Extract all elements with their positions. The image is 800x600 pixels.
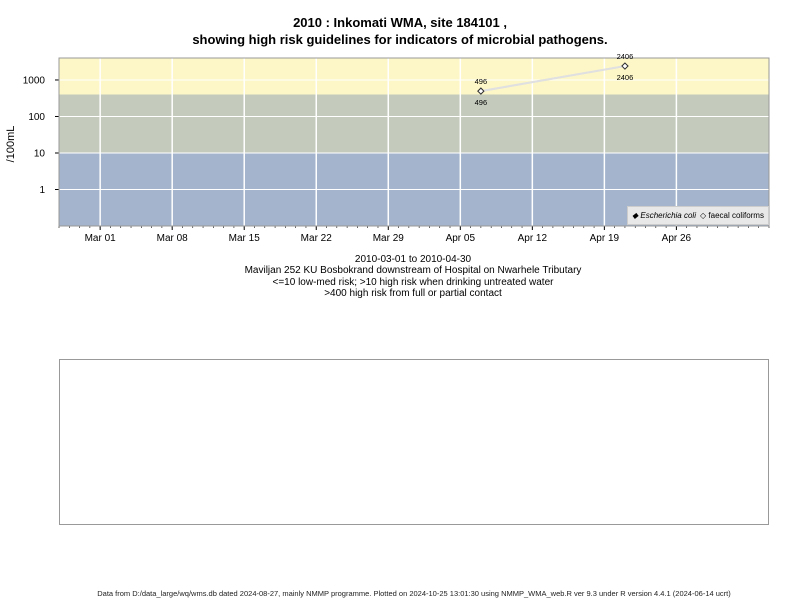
caption-site-description: Maviljan 252 KU Bosbokrand downstream of… xyxy=(244,265,582,276)
data-label-above: 496 xyxy=(475,77,488,86)
guideline-band-2 xyxy=(59,58,769,95)
caption-guideline-high: >400 high risk from full or partial cont… xyxy=(324,288,502,299)
legend-faecal-coliforms: ◇ faecal coliforms xyxy=(700,211,764,220)
plot-frame xyxy=(58,57,770,227)
x-tick-label: Apr 19 xyxy=(590,233,620,244)
guideline-band-1 xyxy=(59,94,769,153)
x-tick-label: Mar 29 xyxy=(373,233,405,244)
footer-note: Data from D:/data_large/wq/wms.db dated … xyxy=(97,589,731,598)
x-tick-label: Mar 15 xyxy=(229,233,261,244)
legend-ecoli: ◆ Escherichia coli xyxy=(632,211,696,220)
faecal-coliforms-point xyxy=(621,62,629,70)
x-tick-label: Mar 22 xyxy=(301,233,333,244)
legend-ecoli-label: Escherichia coli xyxy=(640,211,696,220)
legend-ecoli-marker-icon: ◆ xyxy=(632,211,639,220)
x-tick-label: Apr 12 xyxy=(518,233,548,244)
y-tick-label: 1 xyxy=(39,185,45,196)
x-tick-label: Apr 05 xyxy=(446,233,476,244)
x-tick-label: Mar 01 xyxy=(85,233,117,244)
y-tick-label: 1000 xyxy=(23,75,46,86)
y-tick-label: 10 xyxy=(34,148,46,159)
data-label-above: 2406 xyxy=(617,52,634,61)
x-tick-label: Mar 08 xyxy=(157,233,189,244)
caption-guideline-low: <=10 low-med risk; >10 high risk when dr… xyxy=(272,277,554,288)
y-tick-label: 100 xyxy=(28,112,45,123)
legend-fc-marker-icon: ◇ xyxy=(700,211,707,220)
empty-chart-panel xyxy=(59,359,769,525)
data-label-below: 496 xyxy=(475,98,488,107)
caption-date-range: 2010-03-01 to 2010-04-30 xyxy=(354,254,472,265)
legend: ◆ Escherichia coli ◇ faecal coliforms xyxy=(627,206,769,225)
series-line-1 xyxy=(480,65,626,93)
y-axis-label: /100mL xyxy=(5,126,17,163)
chart-title-line1: 2010 : Inkomati WMA, site 184101 , xyxy=(293,15,507,30)
x-tick-label: Apr 26 xyxy=(662,233,692,244)
legend-fc-label: faecal coliforms xyxy=(708,211,764,220)
faecal-coliforms-point xyxy=(477,87,485,95)
data-label-below: 2406 xyxy=(617,73,634,82)
chart-title-line2: showing high risk guidelines for indicat… xyxy=(192,32,608,47)
